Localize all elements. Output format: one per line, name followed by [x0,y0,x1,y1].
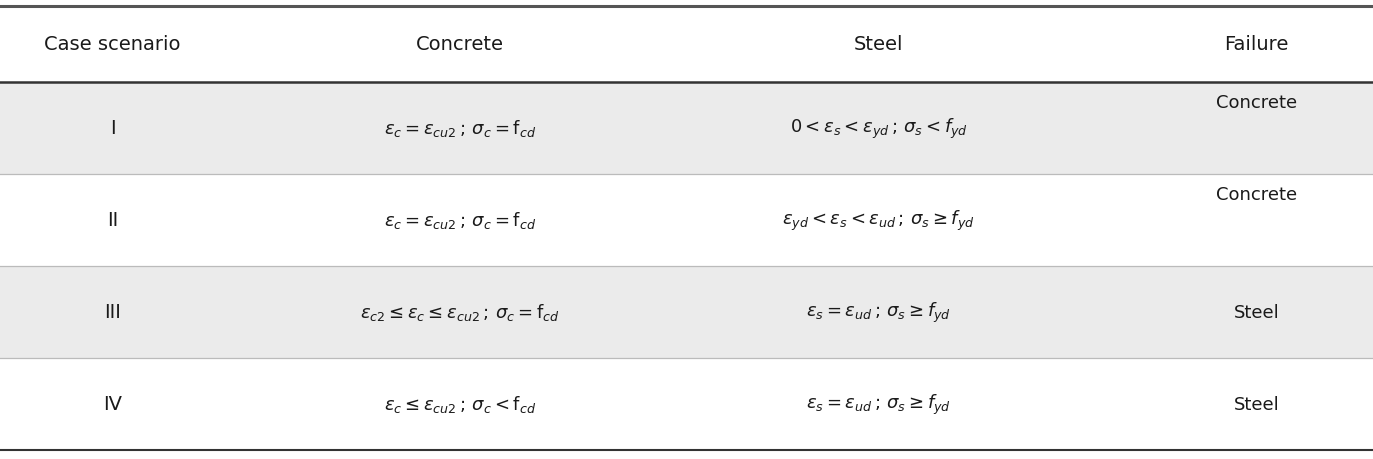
Text: Steel: Steel [854,35,903,54]
Text: Concrete: Concrete [416,35,504,54]
Text: $\varepsilon_{yd} < \varepsilon_s < \varepsilon_{ud}\,;\, \sigma_s \geq f_{yd}$: $\varepsilon_{yd} < \varepsilon_s < \var… [783,208,975,232]
Text: Steel: Steel [1233,395,1280,413]
Text: $\varepsilon_c = \varepsilon_{cu2}\,;\,\sigma_c = \mathrm{f}_{cd}$: $\varepsilon_c = \varepsilon_{cu2}\,;\,\… [384,118,535,139]
Text: $0 < \varepsilon_s < \varepsilon_{yd}\,;\, \sigma_s < f_{yd}$: $0 < \varepsilon_s < \varepsilon_{yd}\,;… [789,117,968,140]
Bar [0,83,1373,174]
Text: $\varepsilon_c \leq \varepsilon_{cu2}\,;\,\sigma_c < \mathrm{f}_{cd}$: $\varepsilon_c \leq \varepsilon_{cu2}\,;… [384,393,535,414]
Text: Concrete: Concrete [1215,186,1297,204]
Text: $\varepsilon_{c2} \leq \varepsilon_c \leq \varepsilon_{cu2}\,;\,\sigma_c = \math: $\varepsilon_{c2} \leq \varepsilon_c \le… [360,302,560,323]
Text: $\varepsilon_s = \varepsilon_{ud}\,;\, \sigma_s \geq f_{yd}$: $\varepsilon_s = \varepsilon_{ud}\,;\, \… [806,300,951,324]
Text: II: II [107,211,118,230]
Text: Concrete: Concrete [1215,94,1297,112]
Text: $\varepsilon_s = \varepsilon_{ud}\,;\, \sigma_s \geq f_{yd}$: $\varepsilon_s = \varepsilon_{ud}\,;\, \… [806,392,951,416]
Text: $\varepsilon_c = \varepsilon_{cu2}\,;\,\sigma_c = \mathrm{f}_{cd}$: $\varepsilon_c = \varepsilon_{cu2}\,;\,\… [384,210,535,231]
Text: IV: IV [103,394,122,414]
Text: III: III [104,302,121,322]
Bar [0,174,1373,266]
Text: I: I [110,119,115,138]
Text: Case scenario: Case scenario [44,35,181,54]
Text: Failure: Failure [1225,35,1288,54]
Bar [0,358,1373,450]
Text: Steel: Steel [1233,303,1280,321]
Bar [0,266,1373,358]
